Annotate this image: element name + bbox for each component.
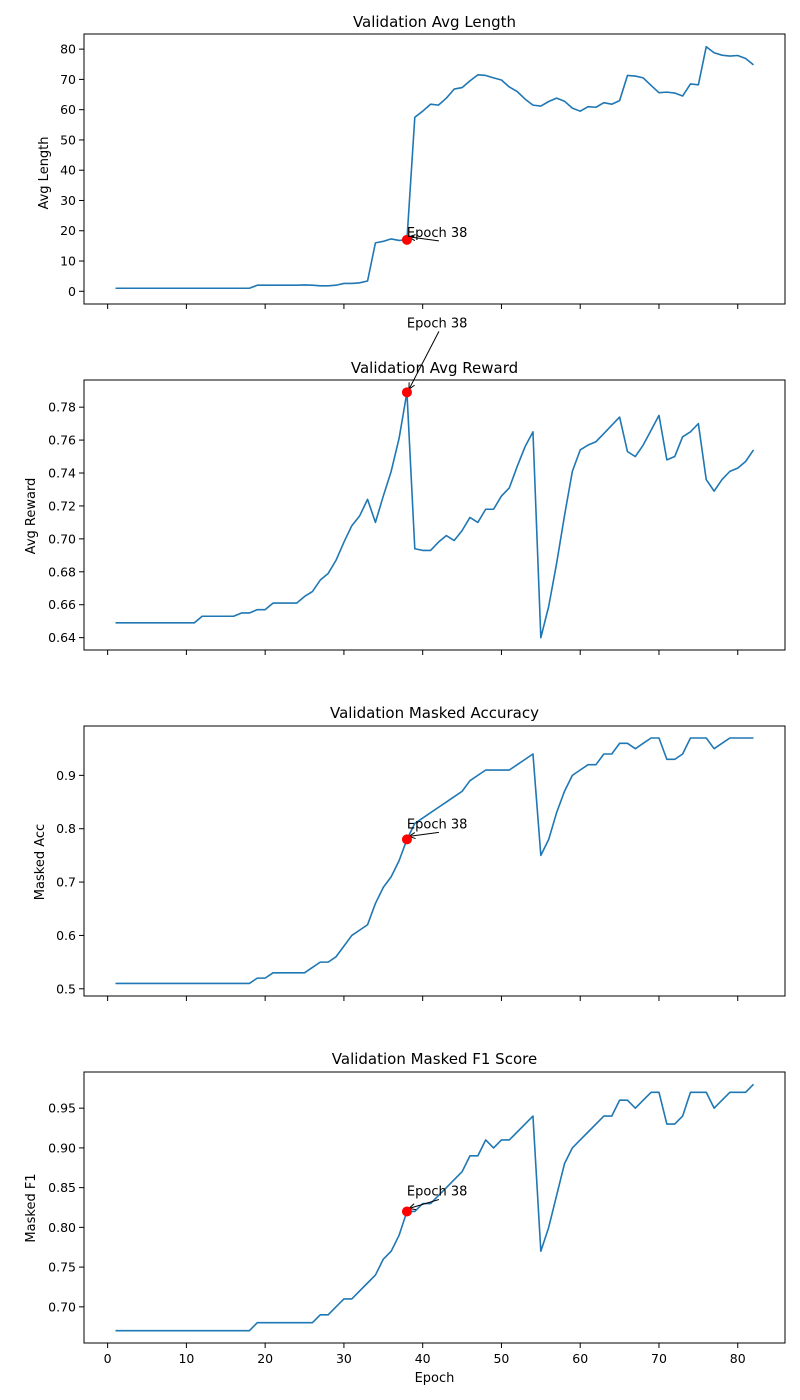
chart-title: Validation Masked Accuracy	[330, 704, 539, 722]
plot-frame	[83, 379, 786, 651]
subplot-masked-accuracy: Validation Masked Accuracy Masked Acc 0.…	[33, 704, 786, 1001]
y-tick-label: 0.70	[48, 1299, 76, 1314]
annotation-arrow	[408, 1198, 440, 1209]
y-tick-label: 0.85	[48, 1180, 76, 1195]
y-tick-label: 0.6	[56, 928, 76, 943]
y-tick-label: 0.74	[48, 466, 76, 481]
y-tick-label: 0.95	[48, 1101, 76, 1116]
subplot-avg-length: Validation Avg Length Avg Length 0 10 20 30…	[37, 13, 786, 309]
annotation: Epoch 38	[401, 817, 467, 845]
chart-title: Validation Masked F1 Score	[332, 1050, 537, 1068]
x-ticks: 0 10 20 30 40 50 60 70 80	[104, 1343, 746, 1366]
x-tick-label: 20	[257, 1351, 273, 1366]
highlight-point	[401, 834, 412, 845]
series-line	[115, 45, 754, 290]
plot-frame	[83, 1071, 786, 1344]
series-line	[115, 1083, 755, 1332]
y-tick-label: 0.9	[56, 768, 76, 783]
x-axis-label: Epoch	[415, 1371, 455, 1386]
highlight-point	[401, 387, 412, 398]
x-tick-label: 70	[651, 1351, 667, 1366]
y-tick-label: 0.68	[48, 564, 76, 579]
subplot-masked-f1: Validation Masked F1 Score Masked F1 Epo…	[24, 1050, 786, 1386]
y-tick-label: 0.72	[48, 498, 76, 513]
y-tick-label: 60	[60, 102, 76, 117]
annotation-label: Epoch 38	[407, 1184, 467, 1199]
x-tick-label: 50	[493, 1351, 509, 1366]
highlight-point	[401, 1206, 412, 1217]
annotation-label: Epoch 38	[407, 226, 467, 241]
series-line	[115, 737, 754, 985]
y-tick-label: 0.90	[48, 1140, 76, 1155]
y-tick-label: 0.7	[56, 875, 76, 890]
plot-frame	[83, 33, 786, 305]
y-tick-label: 50	[60, 132, 76, 147]
x-tick-label: 30	[336, 1351, 352, 1366]
annotation-arrow	[408, 236, 439, 242]
y-axis-label: Avg Length	[37, 136, 52, 209]
y-tick-label: 10	[60, 254, 76, 269]
chart-title: Validation Avg Length	[353, 13, 516, 31]
y-tick-label: 0.80	[48, 1220, 76, 1235]
y-ticks: 0.70 0.75 0.80 0.85 0.90 0.95	[48, 1101, 84, 1314]
y-tick-label: 40	[60, 163, 76, 178]
y-tick-label: 0.5	[56, 981, 76, 996]
y-tick-label: 0.66	[48, 597, 76, 612]
y-axis-label: Masked Acc	[33, 824, 48, 900]
x-ticks	[107, 996, 739, 1001]
x-tick-label: 10	[178, 1351, 194, 1366]
y-tick-label: 0.64	[48, 630, 76, 645]
plot-frame	[83, 725, 786, 997]
y-tick-label: 0.75	[48, 1260, 76, 1275]
y-tick-label: 70	[60, 72, 76, 87]
annotation-label: Epoch 38	[407, 316, 467, 331]
y-tick-label: 20	[60, 223, 76, 238]
annotation: Epoch 38	[401, 1184, 467, 1217]
annotation-label: Epoch 38	[407, 817, 467, 832]
highlight-point	[401, 234, 412, 245]
y-axis-label: Avg Reward	[24, 478, 39, 555]
y-tick-label: 0.8	[56, 821, 76, 836]
series-line	[115, 391, 755, 639]
y-tick-label: 30	[60, 193, 76, 208]
x-ticks	[107, 650, 739, 655]
x-ticks	[107, 304, 739, 309]
x-tick-label: 0	[104, 1351, 112, 1366]
y-ticks: 0.5 0.6 0.7 0.8 0.9	[56, 768, 84, 996]
chart-title: Validation Avg Reward	[351, 359, 518, 377]
y-tick-label: 80	[60, 42, 76, 57]
y-tick-label: 0	[68, 284, 76, 299]
y-ticks: 0 10 20 30 40 50 60 70 80	[60, 42, 84, 299]
y-tick-label: 0.78	[48, 400, 76, 415]
x-tick-label: 80	[730, 1351, 746, 1366]
y-axis-label: Masked F1	[24, 1173, 39, 1242]
annotation-arrow	[408, 831, 439, 837]
y-tick-label: 0.76	[48, 433, 76, 448]
y-ticks: 0.64 0.66 0.68 0.70 0.72 0.74 0.76 0.78	[48, 400, 84, 645]
x-tick-label: 40	[415, 1351, 431, 1366]
subplot-avg-reward: Validation Avg Reward Avg Reward 0.640.6…	[24, 316, 786, 655]
y-tick-label: 0.70	[48, 531, 76, 546]
x-tick-label: 60	[572, 1351, 588, 1366]
annotation: Epoch 38	[401, 226, 467, 245]
